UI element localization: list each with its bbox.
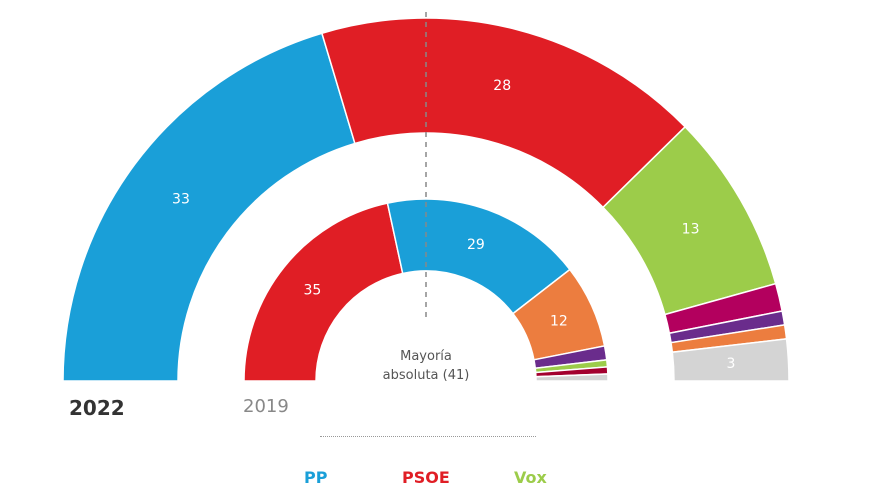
seat-label: 29 [467,237,485,253]
majority-label-line2: absoluta (41) [382,368,470,383]
seat-segment-2022-psoe [320,17,687,209]
legend-pp: PP [304,468,328,487]
majority-label-line1: Mayoría [400,349,452,364]
seat-label: 13 [682,221,700,237]
year-2019-label: 2019 [243,396,289,417]
legend-vox: Vox [514,468,547,487]
seat-segment-2022-other-grey [671,338,790,382]
legend-psoe: PSOE [402,468,450,487]
seat-label: 33 [172,192,190,208]
seat-label: 28 [493,78,511,94]
seat-segment-2022-pp [62,32,356,382]
seat-label: 3 [727,356,736,372]
seat-segment-2019-other-grey [535,373,609,382]
seat-label: 35 [303,282,321,298]
year-2022-label: 2022 [69,396,125,420]
divider [320,436,536,437]
seat-label: 12 [550,314,568,330]
majority-label: Mayoría absoluta (41) [346,347,506,385]
